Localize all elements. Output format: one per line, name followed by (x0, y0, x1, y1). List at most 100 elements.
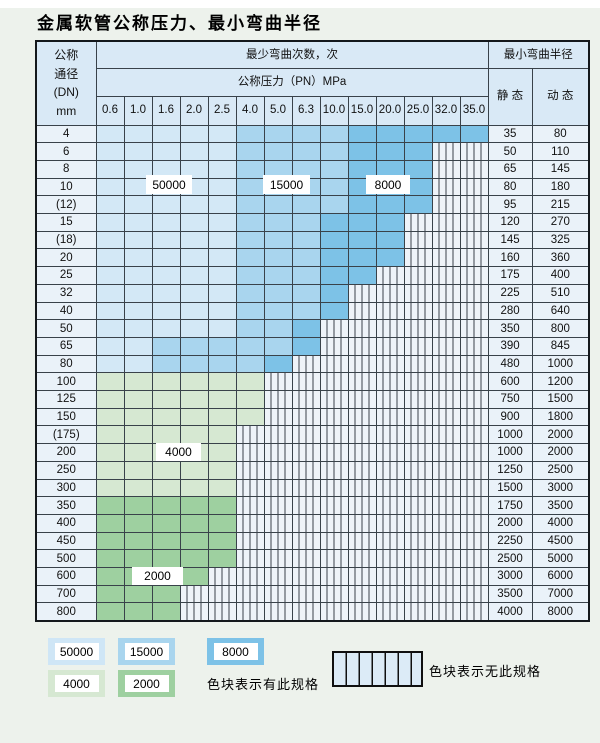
spec-cell (95, 513, 125, 533)
dynamic-value-cell: 215 (531, 195, 590, 215)
spec-cell (95, 531, 125, 551)
static-value-cell: 2250 (487, 531, 533, 551)
static-value-cell: 2000 (487, 513, 533, 533)
spec-cell (207, 195, 237, 215)
spec-cell (207, 513, 237, 533)
no-spec-cell (347, 460, 377, 480)
spec-cell (95, 177, 125, 197)
spec-cell (95, 248, 125, 268)
no-spec-cell (263, 425, 293, 445)
no-spec-cell (375, 567, 405, 586)
no-spec-cell (459, 602, 489, 622)
static-value-cell: 225 (487, 283, 533, 303)
no-spec-cell (347, 549, 377, 569)
dn-label-cell: 400 (35, 513, 97, 533)
no-spec-cell (291, 567, 321, 586)
no-spec-cell (431, 549, 461, 569)
no-spec-cell (319, 390, 349, 409)
no-spec-cell (459, 460, 489, 480)
no-spec-cell (347, 372, 377, 392)
no-spec-cell (319, 602, 349, 622)
dynamic-value-cell: 325 (531, 230, 590, 250)
spec-table-wrap: 公称 通径 (DN) mm 最少弯曲次数，次 最小弯曲半径 公称压力（PN）MP… (35, 40, 591, 622)
static-value-cell: 95 (487, 195, 533, 215)
no-spec-cell (459, 248, 489, 268)
no-spec-cell (375, 390, 405, 409)
dn-label-cell: 15 (35, 213, 97, 232)
no-spec-cell (319, 425, 349, 445)
no-spec-cell (263, 602, 293, 622)
spec-cell (123, 513, 153, 533)
spec-cell (123, 230, 153, 250)
dynamic-value-cell: 3000 (531, 478, 590, 498)
has-spec-text: 色块表示有此规格 (207, 677, 320, 692)
dynamic-header: 动 态 (531, 67, 590, 126)
no-spec-cell (263, 407, 293, 427)
label-15000: 15000 (263, 175, 310, 194)
spec-cell (291, 301, 321, 321)
no-spec-cell (403, 248, 433, 268)
table-row: 25 175 400 (35, 266, 590, 285)
no-spec-cell (235, 584, 265, 604)
no-spec-cell (431, 177, 461, 197)
no-spec-cell (459, 301, 489, 321)
no-spec-cell (431, 354, 461, 374)
no-spec-cell (319, 549, 349, 569)
no-spec-cell (459, 478, 489, 498)
spec-cell (179, 248, 209, 268)
no-spec-cell (319, 584, 349, 604)
dynamic-value-cell: 270 (531, 213, 590, 232)
no-spec-cell (235, 531, 265, 551)
no-spec-cell (375, 283, 405, 303)
dn-label-cell: 100 (35, 372, 97, 392)
dynamic-value-cell: 80 (531, 124, 590, 144)
no-spec-cell (459, 443, 489, 462)
table-row: 80 480 1000 (35, 354, 590, 374)
spec-cell (95, 266, 125, 285)
spec-cell (235, 336, 265, 356)
table-row: 32 225 510 (35, 283, 590, 303)
dn-label-cell: 700 (35, 584, 97, 604)
spec-cell (179, 390, 209, 409)
spec-cell (123, 425, 153, 445)
no-spec-cell (459, 407, 489, 427)
no-spec-cell (347, 443, 377, 462)
spec-cell (95, 354, 125, 374)
no-spec-cell (459, 177, 489, 197)
spec-cell (235, 407, 265, 427)
no-spec-cell (291, 584, 321, 604)
no-spec-cell (431, 283, 461, 303)
no-spec-cell (459, 159, 489, 179)
spec-cell (95, 584, 125, 604)
no-spec-cell (235, 549, 265, 569)
no-spec-cell (319, 513, 349, 533)
static-value-cell: 3000 (487, 567, 533, 586)
spec-cell (123, 319, 153, 338)
no-spec-cell (291, 407, 321, 427)
dn-label-cell: 20 (35, 248, 97, 268)
spec-cell (95, 549, 125, 569)
spec-cell (319, 159, 349, 179)
dn-label-cell: 600 (35, 567, 97, 586)
no-spec-cell (375, 407, 405, 427)
static-value-cell: 50 (487, 142, 533, 161)
spec-cell (235, 283, 265, 303)
spec-cell (403, 195, 433, 215)
no-spec-cell (431, 248, 461, 268)
no-spec-cell (207, 567, 237, 586)
table-row: 10 80 180 (35, 177, 590, 197)
spec-cell (431, 124, 461, 144)
no-spec-cell (347, 496, 377, 515)
no-spec-cell (263, 513, 293, 533)
spec-cell (207, 407, 237, 427)
pressure-header-cell: 35.0 (459, 95, 489, 126)
no-spec-cell (403, 567, 433, 586)
no-spec-cell (319, 531, 349, 551)
no-spec-cell (403, 230, 433, 250)
static-value-cell: 4000 (487, 602, 533, 622)
spec-cell (179, 513, 209, 533)
no-spec-cell (347, 407, 377, 427)
no-spec-cell (347, 390, 377, 409)
static-value-cell: 175 (487, 266, 533, 285)
